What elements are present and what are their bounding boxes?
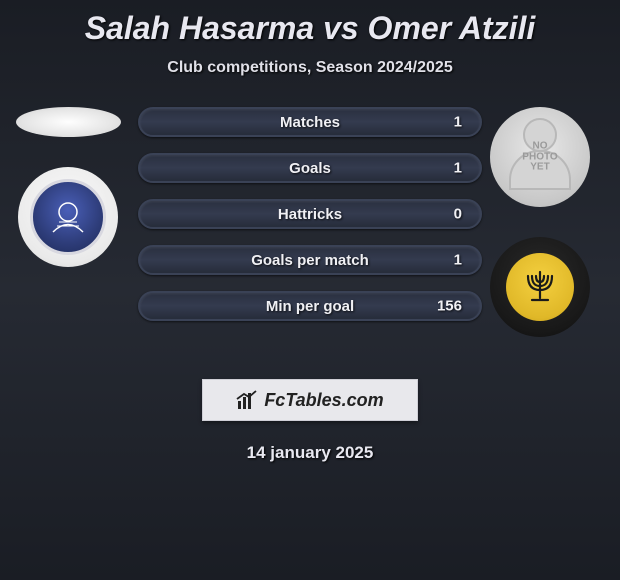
stat-bar-min-per-goal: Min per goal 156 bbox=[138, 291, 482, 321]
stat-value-right: 1 bbox=[454, 114, 462, 131]
stat-bar-goals-per-match: Goals per match 1 bbox=[138, 245, 482, 275]
stat-bars: Matches 1 Goals 1 Hattricks 0 Goals per … bbox=[138, 107, 482, 337]
menorah-icon bbox=[517, 264, 563, 310]
stat-label: Goals bbox=[289, 160, 331, 177]
nophoto-line1: NO bbox=[533, 140, 548, 151]
nophoto-line3: YET bbox=[530, 161, 549, 172]
club-right-crest bbox=[506, 253, 574, 321]
club-left-crest bbox=[30, 179, 106, 255]
page-title: Salah Hasarma vs Omer Atzili bbox=[0, 0, 620, 47]
player-right-column: NO PHOTO YET bbox=[480, 107, 600, 337]
club-left-icon bbox=[43, 192, 93, 242]
player-left-column bbox=[8, 107, 128, 267]
stat-value-right: 0 bbox=[454, 206, 462, 223]
stat-bar-matches: Matches 1 bbox=[138, 107, 482, 137]
stat-bar-hattricks: Hattricks 0 bbox=[138, 199, 482, 229]
stat-label: Min per goal bbox=[266, 298, 354, 315]
chart-icon bbox=[236, 389, 258, 411]
stat-label: Hattricks bbox=[278, 206, 342, 223]
club-right-badge bbox=[490, 237, 590, 337]
stat-label: Matches bbox=[280, 114, 340, 131]
nophoto-line2: PHOTO bbox=[522, 151, 557, 162]
subtitle: Club competitions, Season 2024/2025 bbox=[0, 59, 620, 77]
stat-value-right: 1 bbox=[454, 252, 462, 269]
brand-box[interactable]: FcTables.com bbox=[202, 379, 418, 421]
stat-value-right: 1 bbox=[454, 160, 462, 177]
player-left-avatar-placeholder bbox=[16, 107, 121, 137]
nophoto-text: NO PHOTO YET bbox=[490, 141, 590, 173]
date-text: 14 january 2025 bbox=[0, 443, 620, 463]
comparison-content: Matches 1 Goals 1 Hattricks 0 Goals per … bbox=[0, 107, 620, 367]
brand-text: FcTables.com bbox=[264, 390, 383, 411]
stat-label: Goals per match bbox=[251, 252, 369, 269]
stat-value-right: 156 bbox=[437, 298, 462, 315]
stat-bar-goals: Goals 1 bbox=[138, 153, 482, 183]
player-right-avatar-nophoto: NO PHOTO YET bbox=[490, 107, 590, 207]
club-left-badge bbox=[18, 167, 118, 267]
